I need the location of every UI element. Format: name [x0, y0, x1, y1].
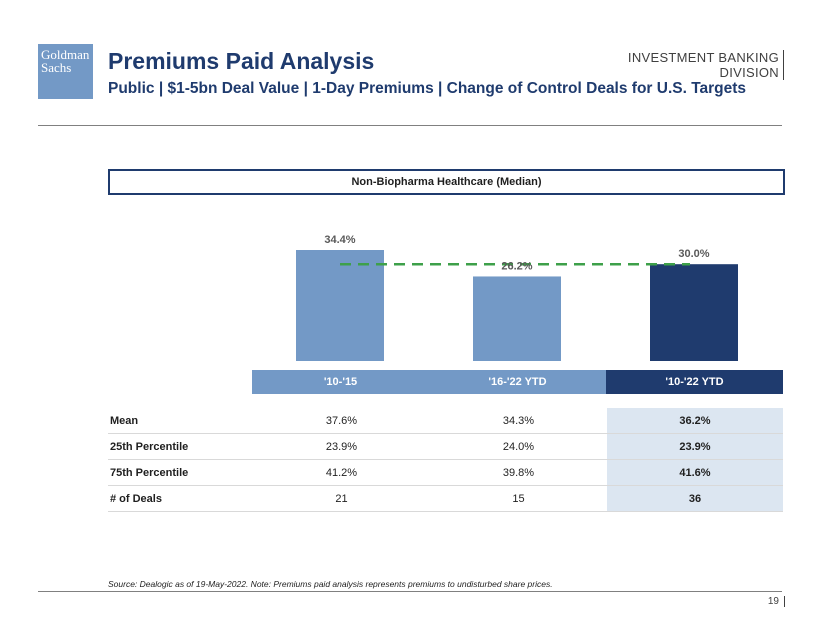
table-cell: 15	[430, 485, 607, 512]
page-title: Premiums Paid Analysis	[108, 48, 375, 74]
table-row-mean: Mean 37.6% 34.3% 36.2%	[108, 408, 783, 434]
table-cell: 41.2%	[253, 459, 430, 486]
goldman-sachs-logo: Goldman Sachs	[38, 44, 93, 99]
bar-2	[650, 264, 738, 361]
row-label: Mean	[108, 408, 253, 434]
footer-divider	[38, 591, 782, 592]
logo-text: Goldman Sachs	[41, 47, 90, 75]
table-row-75th-percentile: 75th Percentile 41.2% 39.8% 41.6%	[108, 459, 783, 486]
division-line-1: INVESTMENT BANKING	[627, 50, 779, 65]
table-cell-highlight: 23.9%	[607, 433, 783, 460]
table-cell: 34.3%	[430, 408, 607, 434]
bar-1	[473, 276, 561, 361]
bar-value-label-2: 30.0%	[678, 248, 709, 260]
header-divider	[38, 125, 782, 126]
chart-panel-title: Non-Biopharma Healthcare (Median)	[108, 169, 785, 195]
bar-0	[296, 250, 384, 361]
division-label: INVESTMENT BANKING DIVISION	[628, 50, 784, 80]
bar-value-label-1: 26.2%	[501, 260, 532, 272]
source-note: Source: Dealogic as of 19-May-2022. Note…	[108, 579, 553, 589]
row-label: 75th Percentile	[108, 459, 253, 486]
statistics-table: Mean 37.6% 34.3% 36.2% 25th Percentile 2…	[108, 408, 783, 512]
row-label: # of Deals	[108, 485, 253, 512]
table-cell-highlight: 36	[607, 485, 783, 512]
table-cell: 21	[253, 485, 430, 512]
table-cell-highlight: 36.2%	[607, 408, 783, 434]
table-cell: 37.6%	[253, 408, 430, 434]
table-cell: 24.0%	[430, 433, 607, 460]
table-row-25th-percentile: 25th Percentile 23.9% 24.0% 23.9%	[108, 433, 783, 460]
table-cell: 39.8%	[430, 459, 607, 486]
table-cell: 23.9%	[253, 433, 430, 460]
column-header-16-22-ytd: '16-'22 YTD	[429, 370, 606, 394]
bar-value-label-0: 34.4%	[324, 234, 355, 246]
division-line-2: DIVISION	[719, 65, 779, 80]
table-row-deal-count: # of Deals 21 15 36	[108, 485, 783, 512]
page-number: 19	[768, 596, 785, 607]
column-header-10-15: '10-'15	[252, 370, 429, 394]
row-label: 25th Percentile	[108, 433, 253, 460]
table-cell-highlight: 41.6%	[607, 459, 783, 486]
column-header-10-22-ytd: '10-'22 YTD	[606, 370, 783, 394]
page-subtitle: Public | $1-5bn Deal Value | 1-Day Premi…	[108, 80, 747, 97]
